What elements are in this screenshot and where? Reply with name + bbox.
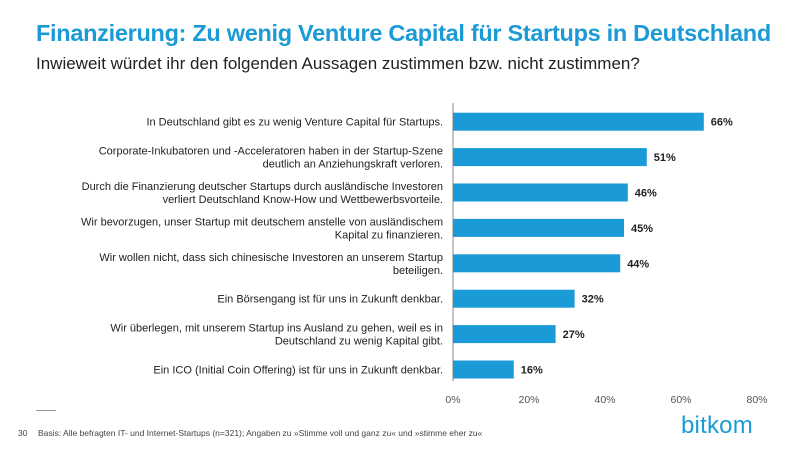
- bar-7: [453, 325, 556, 344]
- category-label-4-line-1: Wir bevorzugen, unser Startup mit deutsc…: [81, 216, 443, 228]
- value-label-1: 66%: [711, 117, 733, 129]
- value-label-2: 51%: [654, 152, 676, 164]
- x-tick-label-80: 80%: [746, 394, 767, 406]
- category-label-7-line-1: Wir überlegen, mit unserem Startup ins A…: [110, 323, 443, 335]
- x-tick-label-40: 40%: [594, 394, 615, 406]
- category-label-2-line-2: deutlich an Anziehungskraft verloren.: [263, 159, 443, 171]
- bar-4: [453, 218, 624, 237]
- x-tick-label-20: 20%: [518, 394, 539, 406]
- category-label-2-line-1: Corporate-Inkubatoren und -Acceleratoren…: [99, 146, 443, 158]
- value-label-8: 16%: [521, 365, 543, 377]
- category-label-5-line-1: Wir wollen nicht, dass sich chinesische …: [99, 252, 443, 264]
- x-tick-label-0: 0%: [445, 394, 460, 406]
- footer-divider: [36, 410, 56, 411]
- page-number: 30: [18, 428, 28, 438]
- category-label-5-line-2: beteiligen.: [393, 265, 443, 277]
- value-label-6: 32%: [582, 294, 604, 306]
- x-tick-label-60: 60%: [670, 394, 691, 406]
- category-label-3-line-1: Durch die Finanzierung deutscher Startup…: [82, 181, 443, 193]
- bar-1: [453, 112, 704, 131]
- value-label-7: 27%: [563, 329, 585, 341]
- bar-3: [453, 183, 628, 202]
- bar-8: [453, 360, 514, 379]
- value-label-4: 45%: [631, 223, 653, 235]
- bar-6: [453, 289, 575, 308]
- chart-title: Finanzierung: Zu wenig Venture Capital f…: [36, 20, 771, 46]
- bar-5: [453, 254, 621, 273]
- value-label-5: 44%: [627, 258, 649, 270]
- bitkom-logo: bitkom: [681, 412, 753, 439]
- value-label-3: 46%: [635, 188, 657, 200]
- category-label-8: Ein ICO (Initial Coin Offering) ist für …: [153, 365, 443, 377]
- category-label-1: In Deutschland gibt es zu wenig Venture …: [146, 117, 443, 129]
- category-label-4-line-2: Kapital zu finanzieren.: [335, 229, 443, 241]
- category-label-6: Ein Börsengang ist für uns in Zukunft de…: [217, 294, 443, 306]
- category-label-3-line-2: verliert Deutschland Know-How und Wettbe…: [163, 194, 443, 206]
- chart-subtitle: Inwieweit würdet ihr den folgenden Aussa…: [36, 54, 640, 73]
- footnote: Basis: Alle befragten IT- und Internet-S…: [38, 428, 483, 438]
- category-label-7-line-2: Deutschland zu wenig Kapital gibt.: [275, 336, 443, 348]
- bar-2: [453, 148, 647, 167]
